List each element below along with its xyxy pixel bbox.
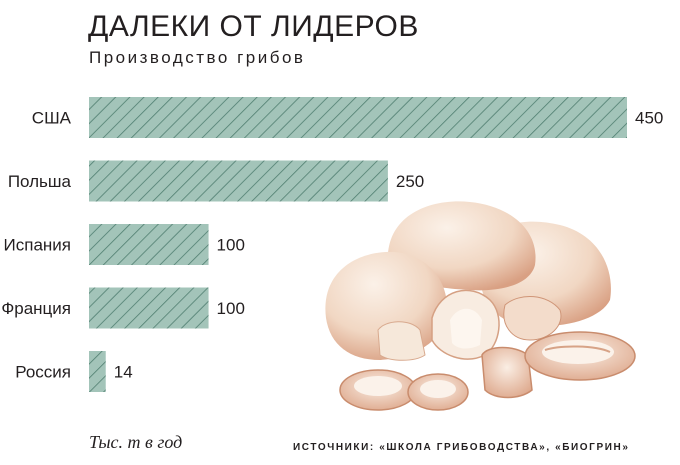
category-label: Франция — [1, 299, 71, 318]
category-label: Россия — [15, 363, 71, 382]
bar-1 — [89, 160, 388, 202]
value-label: 100 — [217, 299, 245, 318]
bar-4 — [89, 351, 106, 392]
value-label: 450 — [635, 109, 663, 128]
value-label: 14 — [114, 363, 133, 382]
category-label: Испания — [4, 236, 71, 255]
category-label: Польша — [8, 172, 72, 191]
value-label: 100 — [217, 236, 245, 255]
chart-title: ДАЛЕКИ ОТ ЛИДЕРОВ — [88, 10, 419, 43]
bar-0 — [89, 97, 627, 138]
bars-group: США 450 Польша 250 Испания 100 Франция 100 Росси… — [1, 97, 663, 392]
chart-subtitle: Производство грибов — [89, 48, 306, 67]
category-label: США — [32, 109, 72, 128]
units-label: Тыс. т в год — [89, 432, 183, 452]
mushroom-illustration — [325, 201, 636, 411]
bar-2 — [89, 224, 209, 265]
value-label: 250 — [396, 172, 424, 191]
bar-3 — [89, 287, 209, 329]
sources-note: ИСТОЧНИКИ: «ШКОЛА ГРИБОВОДСТВА», «БИОГРИ… — [293, 442, 630, 453]
